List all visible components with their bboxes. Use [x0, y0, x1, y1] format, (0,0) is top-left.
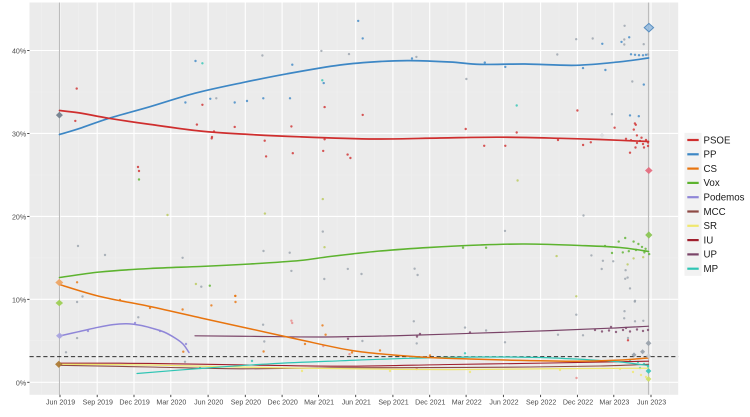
svg-text:Sep 2019: Sep 2019 [83, 399, 113, 407]
svg-text:PP: PP [704, 150, 717, 161]
svg-text:30%: 30% [12, 131, 27, 139]
svg-text:PSOE: PSOE [704, 135, 731, 146]
svg-text:0%: 0% [16, 379, 27, 387]
svg-text:20%: 20% [12, 214, 27, 222]
svg-text:Jun 2023: Jun 2023 [637, 399, 666, 407]
svg-text:Sep 2020: Sep 2020 [231, 399, 261, 407]
svg-text:Sep 2022: Sep 2022 [526, 399, 556, 407]
svg-text:Dec 2022: Dec 2022 [563, 399, 593, 407]
svg-text:Jun 2022: Jun 2022 [489, 399, 518, 407]
svg-text:Dec 2021: Dec 2021 [415, 399, 445, 407]
svg-text:Jun 2021: Jun 2021 [342, 399, 371, 407]
svg-text:Podemos: Podemos [704, 193, 745, 204]
svg-text:Mar 2021: Mar 2021 [304, 399, 334, 407]
svg-text:40%: 40% [12, 48, 27, 56]
svg-text:Sep 2021: Sep 2021 [378, 399, 408, 407]
svg-text:Mar 2020: Mar 2020 [156, 399, 186, 407]
svg-text:SR: SR [704, 221, 717, 232]
svg-text:MCC: MCC [704, 207, 726, 218]
svg-text:Vox: Vox [704, 178, 720, 189]
svg-text:Mar 2023: Mar 2023 [599, 399, 629, 407]
svg-text:Jun 2020: Jun 2020 [194, 399, 223, 407]
svg-text:CS: CS [704, 164, 718, 175]
svg-text:IU: IU [704, 235, 714, 246]
svg-text:Mar 2022: Mar 2022 [452, 399, 482, 407]
svg-text:Jun 2019: Jun 2019 [46, 399, 75, 407]
svg-text:MP: MP [704, 264, 719, 275]
svg-text:10%: 10% [12, 297, 27, 305]
svg-text:Dec 2020: Dec 2020 [268, 399, 298, 407]
svg-text:Dec 2019: Dec 2019 [119, 399, 149, 407]
svg-text:UP: UP [704, 250, 717, 261]
